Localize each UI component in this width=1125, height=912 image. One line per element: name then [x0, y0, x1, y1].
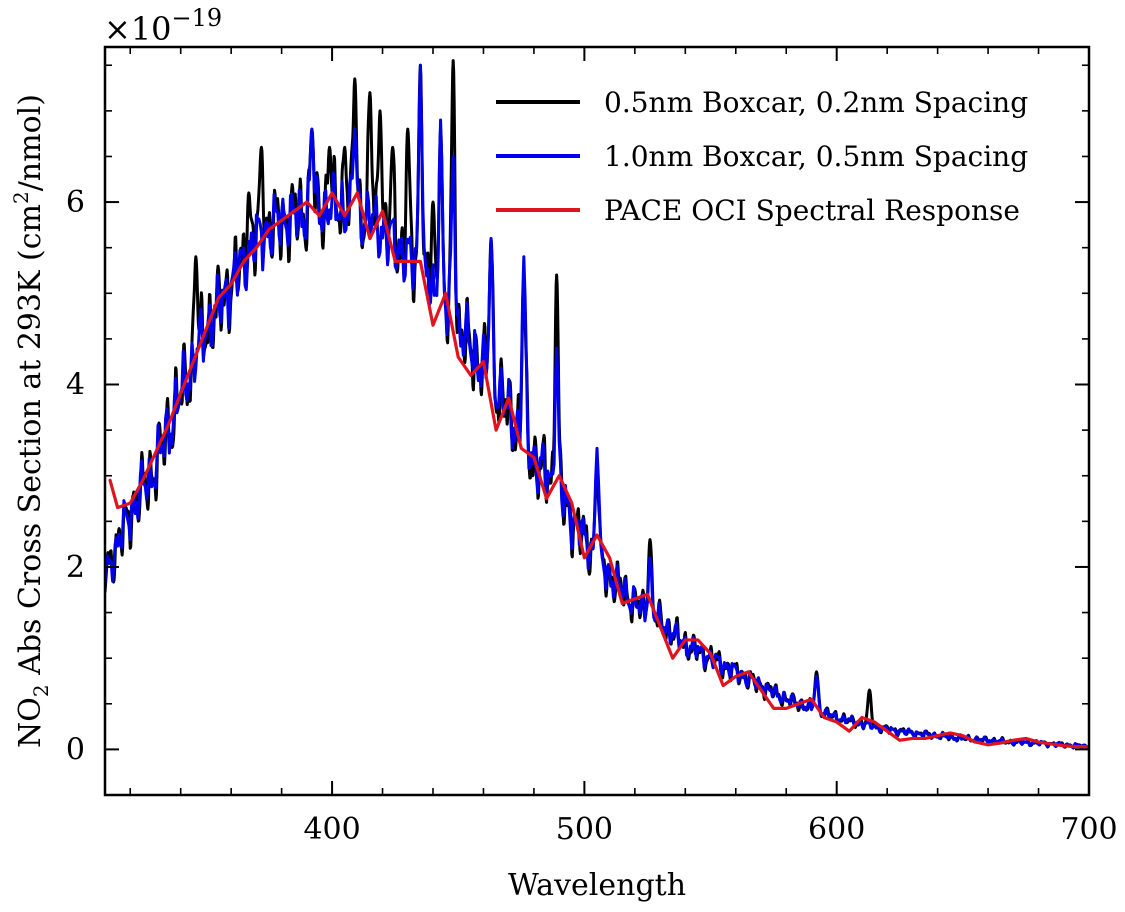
y-axis-label-end: /nmol): [13, 94, 48, 191]
y-multiplier-exp: −19: [172, 4, 223, 32]
x-axis-label: Wavelength: [508, 868, 686, 903]
y-axis-label-main: NO: [13, 697, 48, 748]
y-tick-label: 6: [66, 185, 85, 220]
x-tick-label: 500: [556, 812, 613, 847]
x-tick-label: 600: [808, 812, 865, 847]
y-multiplier-base: ×10: [104, 10, 172, 48]
ticks-layer: [105, 47, 1090, 796]
series-line-2: [105, 63, 1089, 751]
series-line-3: [108, 191, 1089, 749]
x-tick-label: 400: [303, 812, 360, 847]
x-tick-label: 700: [1060, 812, 1117, 847]
legend: 0.5nm Boxcar, 0.2nm Spacing 1.0nm Boxcar,…: [496, 86, 1028, 227]
y-tick-label: 2: [66, 550, 85, 585]
tick-labels-layer: 400 500 600 700 0 2 4 6: [66, 185, 1118, 847]
plot-frame: [103, 45, 1091, 797]
y-tick-label: 0: [66, 732, 85, 767]
series-layer: [105, 59, 1089, 751]
legend-label-1: 0.5nm Boxcar, 0.2nm Spacing: [604, 86, 1028, 119]
y-axis-label-mid: Abs Cross Section at 293K (cm: [13, 204, 48, 684]
legend-label-2: 1.0nm Boxcar, 0.5nm Spacing: [604, 140, 1028, 173]
legend-label-3: PACE OCI Spectral Response: [604, 194, 1020, 227]
y-axis-label-sub: 2: [29, 684, 53, 697]
y-multiplier: ×10−19: [104, 4, 222, 48]
y-axis-label: NO2 Abs Cross Section at 293K (cm2/nmol): [9, 94, 53, 748]
y-tick-label: 4: [66, 368, 85, 403]
y-axis-label-sup: 2: [9, 191, 33, 204]
